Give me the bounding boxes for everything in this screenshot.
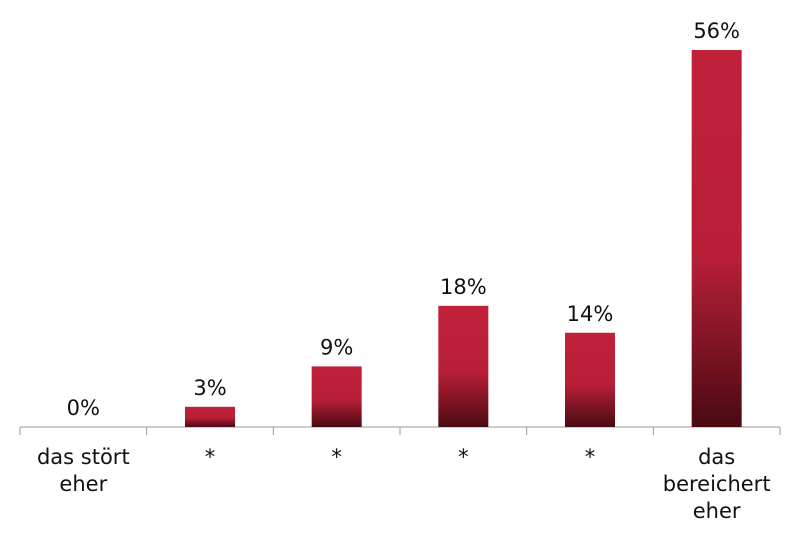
bar <box>565 332 615 427</box>
bar <box>438 305 489 427</box>
data-label: 14% <box>567 302 614 326</box>
data-label: 56% <box>693 19 740 43</box>
x-tick-label: * <box>458 445 469 469</box>
x-tick-label: * <box>584 445 596 469</box>
data-label: 3% <box>193 376 226 400</box>
x-tick-label: das stört eher <box>36 445 130 496</box>
bar <box>185 406 235 427</box>
x-tick-label: * <box>331 445 342 469</box>
data-label: 0% <box>67 396 100 420</box>
bar <box>691 50 742 427</box>
x-tick-label: das bereichert eher <box>662 445 771 523</box>
data-label: 18% <box>440 275 487 299</box>
bar <box>311 366 362 427</box>
data-label: 9% <box>320 335 353 359</box>
x-tick-label: * <box>204 445 216 469</box>
